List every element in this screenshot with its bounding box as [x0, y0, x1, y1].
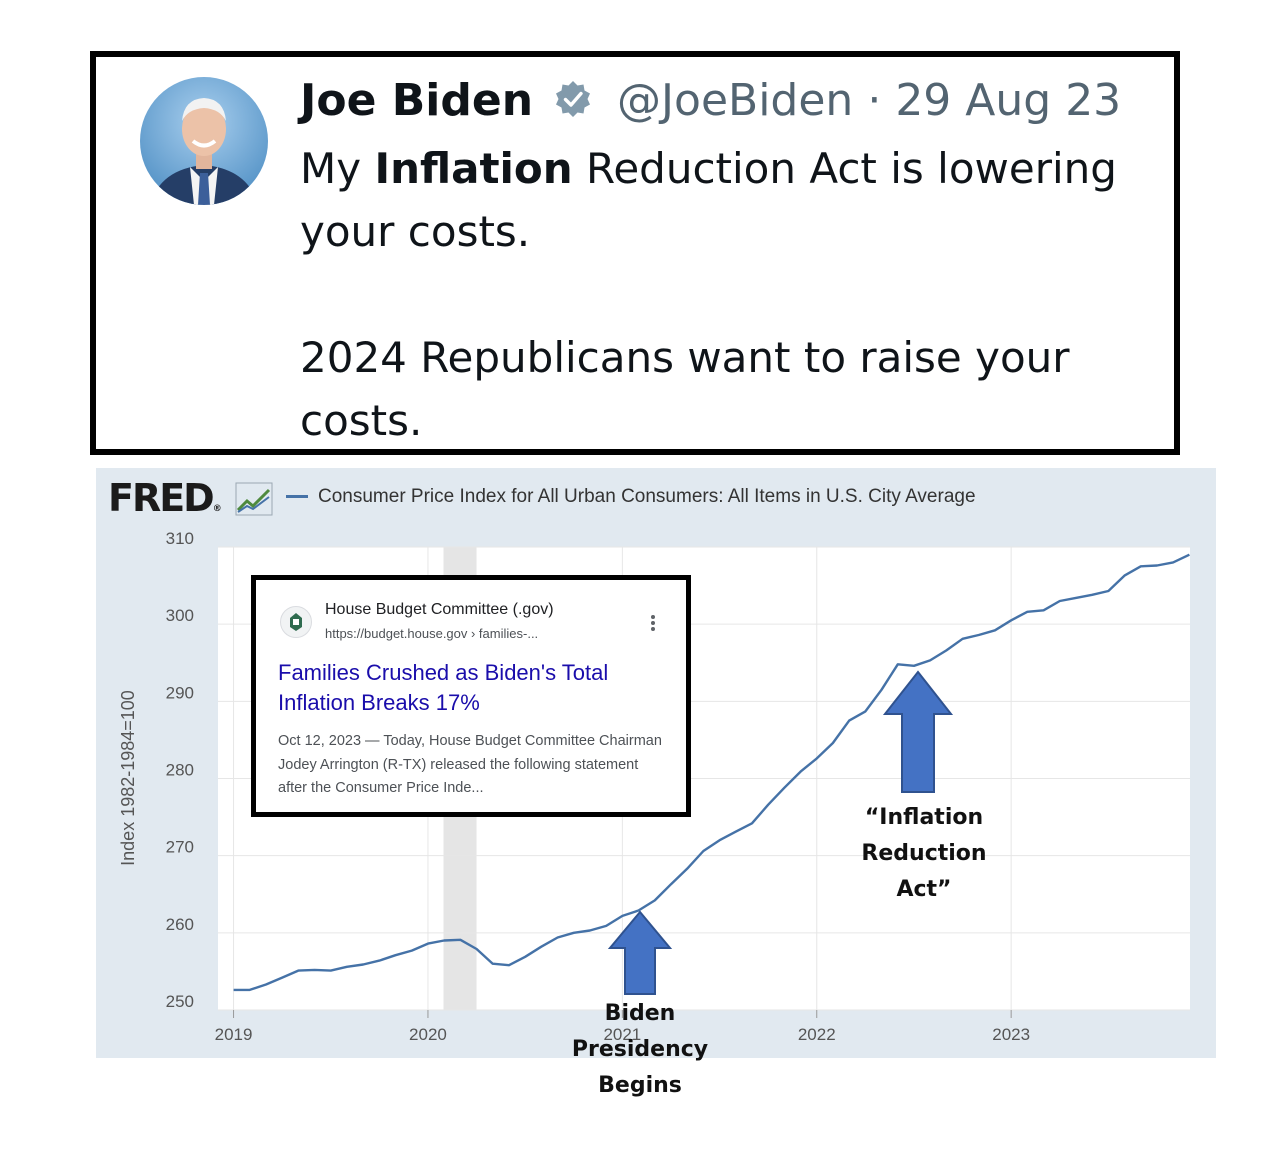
- y-tick-label: 290: [166, 683, 194, 702]
- chart-legend[interactable]: Consumer Price Index for All Urban Consu…: [286, 486, 976, 508]
- more-options-icon[interactable]: [650, 614, 656, 632]
- tweet-separator: ·: [867, 75, 882, 126]
- presidency-annotation: Biden Presidency Begins: [560, 996, 720, 1104]
- x-tick-label: 2021: [603, 1025, 641, 1044]
- result-title-link[interactable]: Families Crushed as Biden's Total Inflat…: [278, 660, 609, 715]
- y-tick-label: 310: [166, 529, 194, 548]
- fred-chart-logo-icon: [235, 482, 273, 516]
- cpi-series-line: [233, 553, 1190, 992]
- tweet-text-part: My: [300, 144, 375, 193]
- annotation-line: “Inflation: [864, 805, 984, 830]
- annotation-line: Presidency: [571, 1037, 709, 1062]
- presidency-arrow-icon: [607, 910, 673, 995]
- y-axis-label: Index 1982-1984=100: [118, 690, 138, 866]
- ira-annotation: “Inflation Reduction Act”: [844, 800, 1004, 908]
- annotation-line: Begins: [598, 1073, 682, 1098]
- y-tick-label: 270: [166, 838, 194, 857]
- tweet-card: Joe Biden @JoeBiden · 29 Aug 23 My Infla…: [90, 51, 1180, 455]
- tweet-author-name[interactable]: Joe Biden: [300, 75, 534, 126]
- y-tick-label: 300: [166, 606, 194, 625]
- y-tick-label: 250: [166, 992, 194, 1011]
- tweet-paragraph-2: 2024 Republicans want to raise your cost…: [300, 333, 1070, 445]
- y-tick-label: 280: [166, 761, 194, 780]
- fred-logo-mark: ®: [212, 504, 222, 514]
- legend-swatch: [286, 495, 308, 499]
- avatar[interactable]: [140, 77, 268, 205]
- verified-badge-icon: [556, 81, 591, 117]
- tweet-text: My Inflation Reduction Act is lowering y…: [300, 137, 1160, 452]
- site-favicon-icon: [280, 606, 312, 638]
- y-tick-label: 260: [166, 915, 194, 934]
- x-tick-label: 2020: [409, 1025, 447, 1044]
- tweet-paragraph-1: My Inflation Reduction Act is lowering y…: [300, 137, 1160, 263]
- tweet-handle[interactable]: @JoeBiden: [617, 75, 854, 126]
- annotation-line: Reduction: [861, 841, 987, 866]
- x-tick-label: 2023: [992, 1025, 1030, 1044]
- tweet-text-bold: Inflation: [374, 144, 573, 193]
- result-url[interactable]: https://budget.house.gov › families-...: [325, 626, 539, 641]
- fred-logo-text: FRED: [108, 476, 215, 520]
- legend-label: Consumer Price Index for All Urban Consu…: [318, 486, 976, 507]
- annotation-line: Act”: [896, 877, 952, 902]
- fred-logo[interactable]: FRED®: [108, 476, 222, 520]
- result-site-name[interactable]: House Budget Committee (.gov): [325, 601, 554, 618]
- tweet-header: Joe Biden @JoeBiden · 29 Aug 23: [300, 72, 1121, 130]
- tweet-text-part: Reduction Act is lowering your costs.: [300, 144, 1117, 256]
- ira-arrow-icon: [882, 670, 954, 793]
- search-result-card[interactable]: House Budget Committee (.gov) https://bu…: [251, 575, 691, 817]
- tweet-date[interactable]: 29 Aug 23: [895, 75, 1122, 126]
- annotation-line: Biden: [604, 1001, 676, 1026]
- x-tick-label: 2019: [215, 1025, 253, 1044]
- x-tick-label: 2022: [798, 1025, 836, 1044]
- result-snippet: Oct 12, 2023 — Today, House Budget Commi…: [278, 733, 662, 796]
